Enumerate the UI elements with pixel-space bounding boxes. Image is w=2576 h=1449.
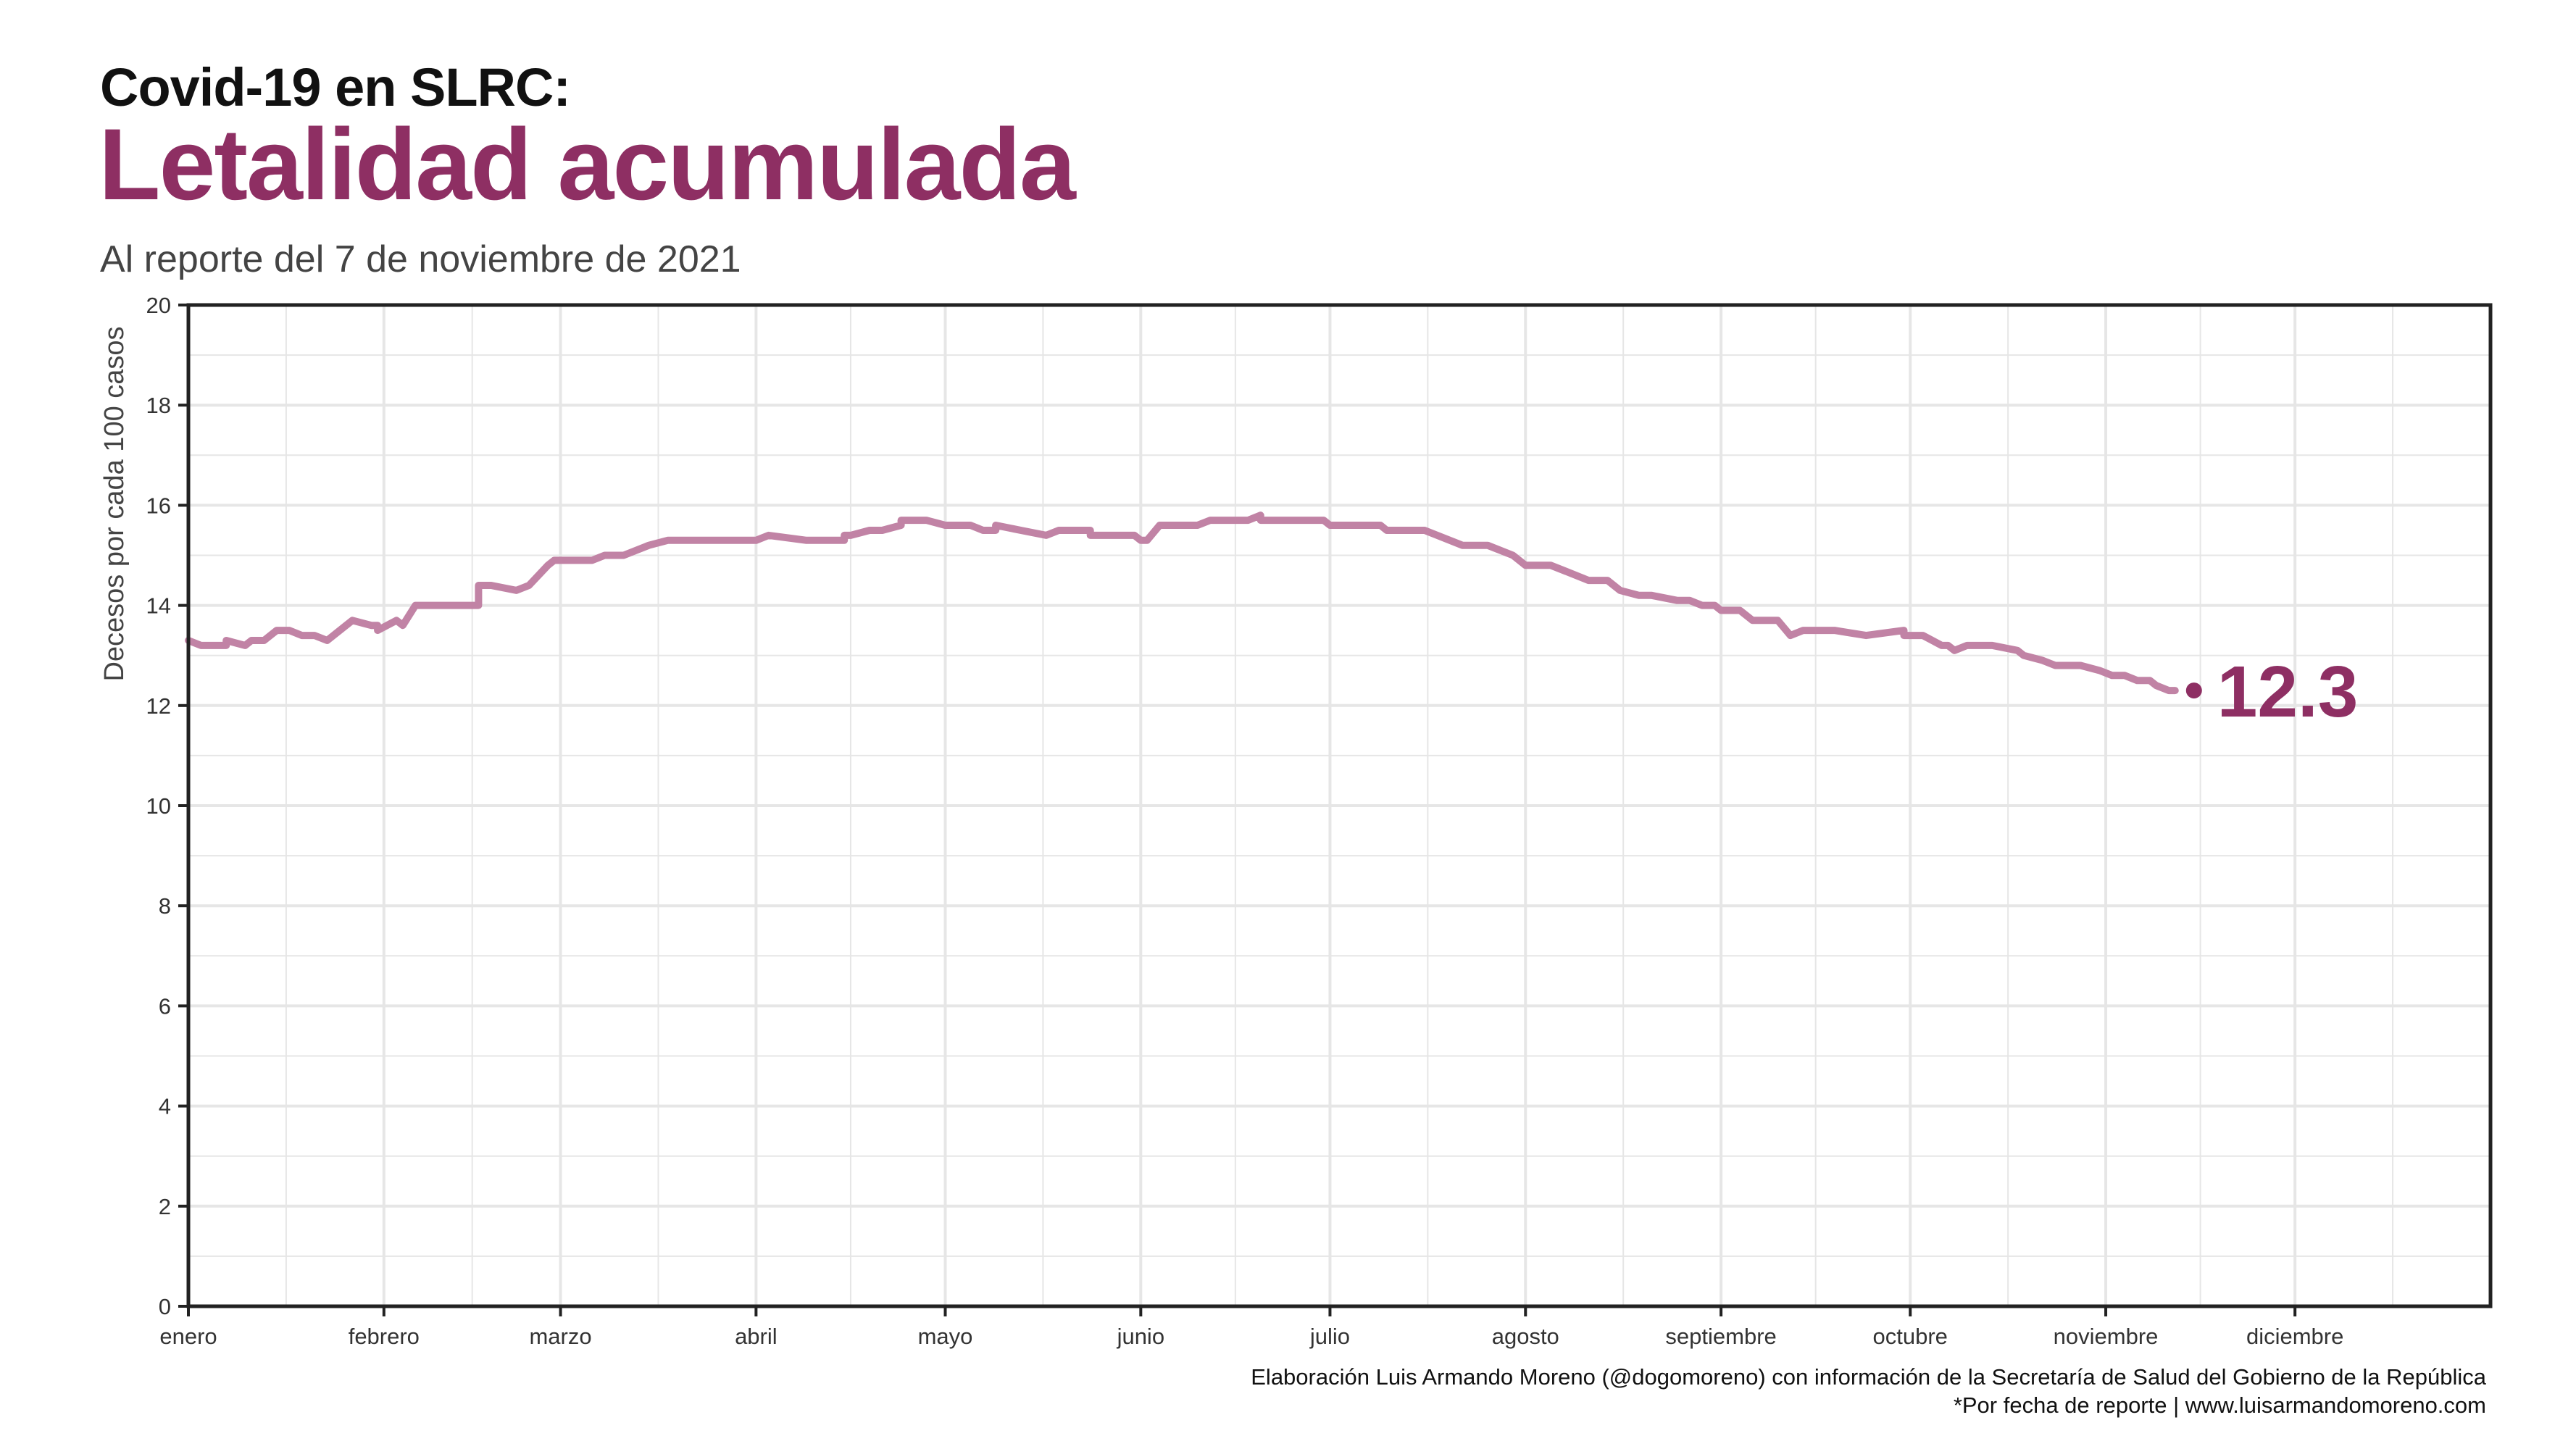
y-tick-label: 16 bbox=[146, 493, 171, 518]
y-tick-label: 4 bbox=[159, 1094, 171, 1119]
y-tick-label: 18 bbox=[146, 393, 171, 418]
x-tick-label: diciembre bbox=[2246, 1324, 2343, 1349]
x-tick-label: mayo bbox=[918, 1324, 973, 1349]
chart-title-top: Covid-19 en SLRC: bbox=[100, 57, 571, 117]
source-caption: Elaboración Luis Armando Moreno (@dogomo… bbox=[1251, 1364, 2486, 1420]
x-tick-label: abril bbox=[735, 1324, 778, 1349]
y-tick-label: 2 bbox=[159, 1194, 171, 1219]
y-axis: 0 2 4 6 8 10 12 14 16 18 20 bbox=[146, 293, 188, 1319]
chart-subtitle: Al reporte del 7 de noviembre de 2021 bbox=[100, 238, 741, 280]
caption-line-1: Elaboración Luis Armando Moreno (@dogomo… bbox=[1251, 1364, 2486, 1390]
y-tick-label: 6 bbox=[159, 993, 171, 1019]
x-tick-label: marzo bbox=[529, 1324, 591, 1349]
y-tick-label: 20 bbox=[146, 293, 171, 318]
y-tick-label: 14 bbox=[146, 593, 171, 619]
x-tick-label: febrero bbox=[349, 1324, 420, 1349]
y-axis-title: Decesos por cada 100 casos bbox=[99, 326, 130, 681]
caption-line-2: *Por fecha de reporte | www.luisarmandom… bbox=[1953, 1392, 2486, 1418]
series-line bbox=[185, 511, 2179, 695]
x-tick-label: noviembre bbox=[2054, 1324, 2159, 1349]
y-tick-label: 0 bbox=[159, 1294, 171, 1319]
x-tick-label: julio bbox=[1309, 1324, 1350, 1349]
grid bbox=[187, 304, 2490, 1308]
x-tick-label: septiembre bbox=[1665, 1324, 1776, 1349]
y-tick-label: 10 bbox=[146, 793, 171, 819]
x-tick-label: octubre bbox=[1873, 1324, 1948, 1349]
x-tick-label: enero bbox=[159, 1324, 217, 1349]
chart-title-main: Letalidad acumulada bbox=[99, 107, 1076, 221]
last-value-label: 12.3 bbox=[2217, 651, 2359, 732]
series-layer bbox=[185, 511, 2179, 695]
x-tick-label: junio bbox=[1117, 1324, 1165, 1349]
x-axis: enero febrero marzo abril mayo junio julio agos… bbox=[159, 1306, 2343, 1349]
y-tick-label: 12 bbox=[146, 693, 171, 719]
y-tick-label: 8 bbox=[159, 893, 171, 919]
last-value-marker bbox=[2185, 682, 2202, 699]
x-tick-label: agosto bbox=[1492, 1324, 1559, 1349]
